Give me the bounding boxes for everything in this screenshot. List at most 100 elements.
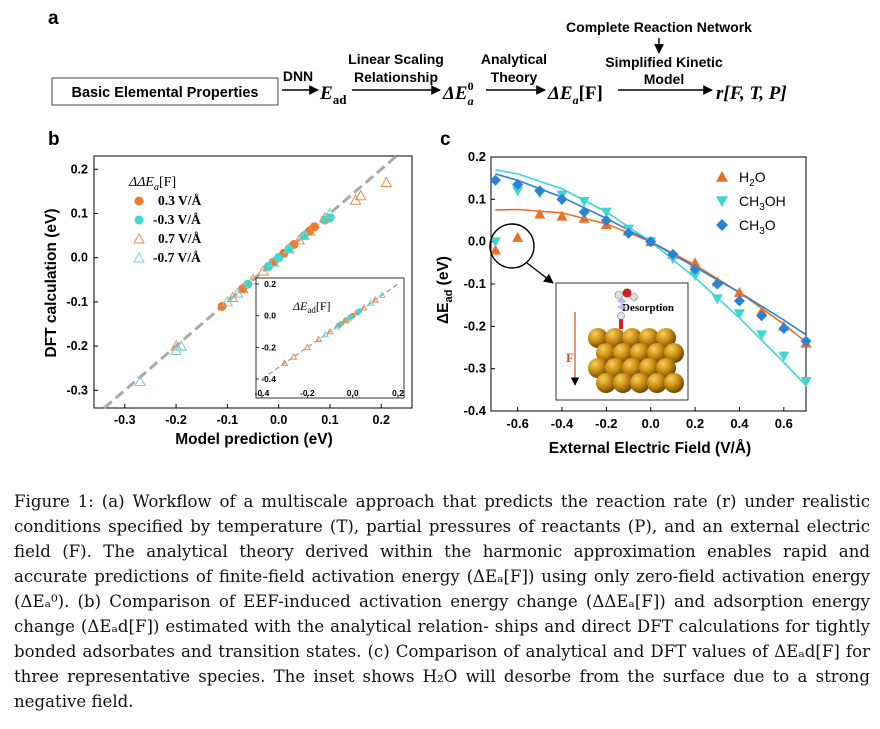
data-point: [733, 309, 745, 320]
inset-title: ΔEad[F]: [292, 299, 331, 315]
inset-x-tick-label: -0.2: [300, 388, 315, 398]
legend-label: -0.3 V/Å: [153, 212, 201, 227]
data-point: [623, 227, 635, 239]
legend-label: H2O: [739, 169, 766, 189]
parity-line: [103, 154, 398, 410]
adsorbed-atom-icon: [617, 312, 625, 329]
gold-atom: [588, 328, 608, 348]
gold-slab-icon: [588, 328, 684, 393]
panel-c-y-axis-label: ΔEad (eV): [435, 256, 455, 324]
y-tick-label: -0.4: [464, 403, 487, 418]
inset-frame: [255, 277, 405, 399]
panel-c-label: c: [440, 129, 451, 150]
step1-line2: Relationship: [354, 69, 438, 85]
data-point: [354, 189, 367, 201]
legend-marker: [716, 219, 728, 231]
y-tick-label: 0.1: [468, 191, 486, 206]
gold-atom: [613, 373, 633, 393]
step2-line2: Theory: [491, 69, 538, 85]
inset-data-point: [303, 343, 311, 351]
figure-caption: Figure 1: (a) Workflow of a multiscale a…: [14, 489, 870, 714]
gold-atom: [613, 343, 633, 363]
parity-dashed-line: [103, 154, 398, 410]
inset-data-point: [353, 308, 361, 316]
force-label: F: [566, 350, 574, 365]
data-point: [733, 286, 745, 297]
data-point: [489, 174, 501, 186]
step1-line1: Linear Scaling: [348, 51, 444, 67]
data-point: [221, 295, 234, 307]
workflow-start-text: Basic Elemental Properties: [72, 85, 259, 101]
x-tick-label: -0.2: [595, 416, 617, 431]
callout-arrow: [526, 262, 554, 284]
data-point: [711, 278, 723, 290]
gold-atom: [630, 373, 650, 393]
panel-b-inset: ΔEad[F] -0.4 -0.2 0.0 0.2 0.2 0.0 -0.2 -0.4: [255, 277, 405, 399]
y-tick-label: -0.1: [66, 295, 88, 309]
caption-line-8: Comparison of analytical and DFT values …: [14, 642, 870, 686]
callout-circle: [489, 223, 535, 269]
panel-b-legend: ΔΔEa[F] 0.3 V/Å -0.3 V/Å 0.7 V/Å -0.7 V/Å: [128, 175, 202, 265]
gold-atom: [639, 328, 659, 348]
step2-line1: Analytical: [481, 51, 547, 67]
panel-a: a Basic Elemental Properties DNN Ead Lin…: [48, 8, 787, 108]
gold-atom: [605, 358, 625, 378]
gold-atom: [664, 343, 684, 363]
data-point: [667, 248, 679, 260]
data-point: [534, 208, 546, 219]
data-point: [284, 244, 294, 254]
data-point: [303, 225, 316, 236]
inset-data-point: [290, 353, 298, 360]
caption-line-7: ships and direct DFT calculations for ti…: [14, 617, 871, 661]
y-tick-label: -0.1: [464, 276, 486, 291]
data-point: [778, 322, 790, 334]
workflow-start-box: [51, 77, 279, 106]
caption-line-5: zero-field activation energy (ΔEₐ⁰). (b)…: [14, 567, 870, 611]
gold-atom: [588, 358, 608, 378]
inset-x-tick-label: 0.0: [347, 388, 359, 398]
inset-x-tick-label: 0.2: [392, 388, 404, 398]
inset-data-point: [326, 327, 334, 335]
inset-x-tick-label: -0.4: [255, 388, 270, 398]
caption-line-2: realistic conditions specified by temper…: [14, 492, 870, 536]
inset-data-point: [378, 291, 386, 298]
gold-atom: [656, 328, 676, 348]
inset-data-point: [356, 308, 363, 314]
panel-c-x-axis-label: External Electric Field (V/Å): [549, 440, 751, 457]
inset-parity-line: [261, 283, 399, 380]
data-point: [778, 351, 790, 362]
y-tick-label: -0.3: [66, 383, 88, 397]
data-point: [257, 264, 270, 276]
step3-line2: Model: [644, 71, 684, 87]
desorption-arrow-icon: [617, 298, 627, 310]
data-point: [283, 242, 295, 254]
panel-b-points: [134, 176, 393, 386]
panel-b: b -0.3 -0.2 -0.1 0.0 0.1 0.2 0.2 0.1 0.0 -0.1 -0.2…: [43, 129, 413, 448]
panel-c: c -0.6 -0.4 -0.2 0.0 0.2 0.4 0.6 0.2 0.1 0.0 -0.1 -…: [435, 129, 812, 457]
data-point: [600, 215, 612, 226]
network-label: Complete Reaction Network: [566, 19, 752, 35]
y-tick-label: -0.2: [464, 318, 486, 333]
x-tick-label: -0.1: [217, 413, 239, 427]
desorption-inset: Desorption F: [555, 282, 689, 401]
legend-label: CH3OH: [739, 193, 786, 213]
y-tick-label: 0.0: [71, 251, 88, 265]
panel-a-label: a: [48, 8, 59, 29]
data-point: [380, 176, 393, 188]
data-point: [134, 375, 147, 386]
inset-data-point: [371, 296, 379, 303]
data-point: [689, 263, 701, 275]
inset-y-tick-label: 0.0: [264, 311, 276, 321]
inset-data-point: [315, 335, 323, 343]
data-point: [310, 222, 320, 232]
data-point: [689, 257, 701, 268]
data-point: [556, 193, 568, 205]
gold-atom: [630, 343, 650, 363]
inset-data-point: [344, 315, 352, 322]
data-point: [512, 231, 524, 242]
legend-marker: [716, 196, 728, 207]
legend-marker: [716, 171, 728, 182]
data-point: [512, 186, 524, 197]
legend-marker: [134, 215, 144, 225]
caption-line-3: external electric field (F). The analyti…: [14, 517, 871, 561]
